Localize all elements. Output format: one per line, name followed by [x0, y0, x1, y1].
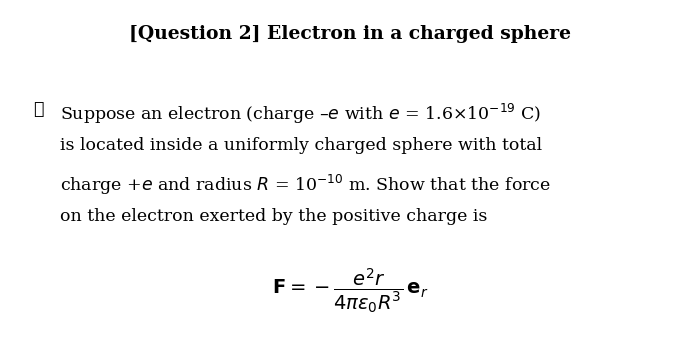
Text: on the electron exerted by the positive charge is: on the electron exerted by the positive … — [60, 208, 487, 225]
Text: Suppose an electron (charge –$e$ with $e$ = 1.6×10$^{-19}$ C): Suppose an electron (charge –$e$ with $e… — [60, 101, 541, 126]
Text: charge +$e$ and radius $R$ = 10$^{-10}$ m. Show that the force: charge +$e$ and radius $R$ = 10$^{-10}$ … — [60, 173, 550, 197]
Text: [Question 2] Electron in a charged sphere: [Question 2] Electron in a charged spher… — [129, 25, 571, 43]
Text: is located inside a uniformly charged sphere with total: is located inside a uniformly charged sp… — [60, 137, 542, 154]
Text: $\mathbf{F} = -\dfrac{e^2 r}{4\pi\epsilon_0 R^3}\,\mathbf{e}_r$: $\mathbf{F} = -\dfrac{e^2 r}{4\pi\epsilo… — [272, 266, 428, 315]
Text: ①: ① — [34, 101, 43, 119]
